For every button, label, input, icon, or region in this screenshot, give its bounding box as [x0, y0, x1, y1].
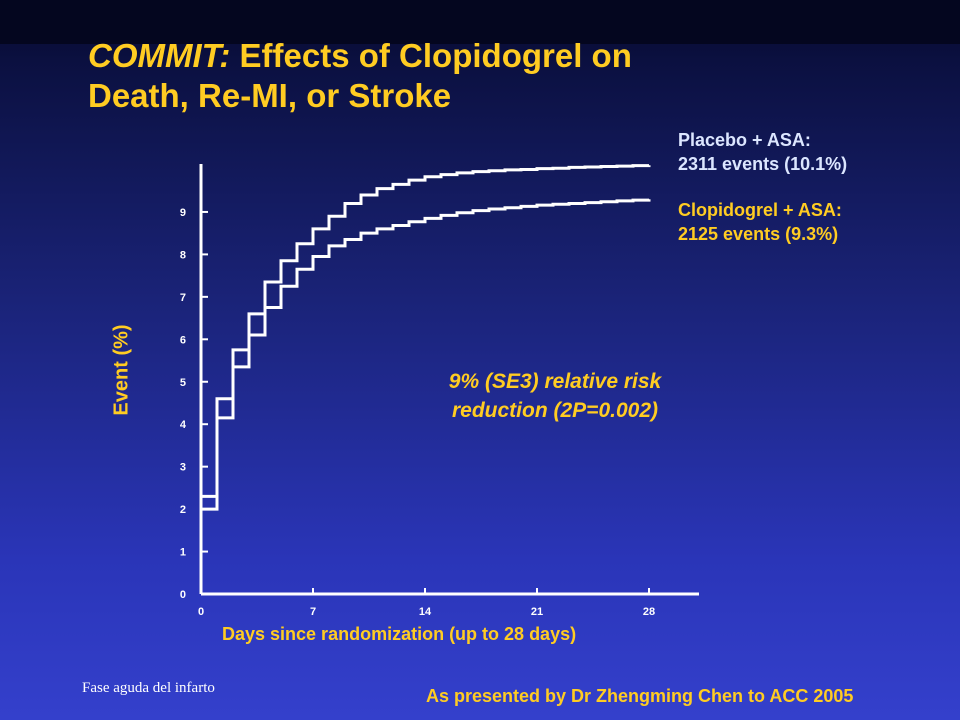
title-line2: Death, Re-MI, or Stroke: [88, 77, 452, 114]
top-band: [0, 0, 960, 44]
chart-axes: 0 1 2 3 4 5 6 7 8 9 0 7 14 21 28: [180, 164, 699, 618]
y-tick-label: 8: [180, 249, 186, 261]
x-tick-label: 0: [198, 606, 204, 618]
x-tick-label: 7: [310, 606, 316, 618]
y-tick-label: 5: [180, 377, 186, 389]
y-tick-label: 4: [180, 419, 187, 431]
slide-title: COMMIT: Effects of Clopidogrel on Death,…: [88, 36, 632, 116]
y-tick-label: 9: [180, 207, 186, 219]
footer-left-note: Fase aguda del infarto: [82, 680, 215, 696]
title-line1-rest: Effects of Clopidogrel on: [230, 37, 632, 74]
x-tick-label: 28: [643, 606, 655, 618]
placebo-label: Placebo + ASA: 2311 events (10.1%): [678, 128, 847, 176]
x-tick-label: 14: [419, 606, 432, 618]
footer-credit: As presented by Dr Zhengming Chen to ACC…: [426, 686, 854, 706]
x-tick-label: 21: [531, 606, 543, 618]
y-tick-label: 3: [180, 462, 186, 474]
placebo-label-line1: Placebo + ASA:: [678, 130, 811, 150]
clopidogrel-label: Clopidogrel + ASA: 2125 events (9.3%): [678, 198, 842, 246]
y-tick-label: 0: [180, 589, 186, 601]
relative-risk-annotation: 9% (SE3) relative risk reduction (2P=0.0…: [400, 367, 710, 425]
clopidogrel-label-line1: Clopidogrel + ASA:: [678, 200, 842, 220]
rrr-line1: 9% (SE3) relative risk: [448, 370, 662, 393]
y-tick-label: 6: [180, 334, 186, 346]
y-tick-label: 1: [180, 547, 186, 559]
series-line-clopidogrel-asa: [201, 198, 651, 511]
x-axis-label: Days since randomization (up to 28 days): [222, 624, 577, 644]
y-tick-label: 7: [180, 292, 186, 304]
clopidogrel-label-line2: 2125 events (9.3%): [678, 224, 839, 244]
title-commit: COMMIT:: [88, 37, 231, 74]
series-line-placebo-asa: [201, 164, 651, 498]
placebo-label-line2: 2311 events (10.1%): [678, 154, 848, 174]
chart-series: [201, 164, 651, 511]
y-tick-label: 2: [180, 504, 186, 516]
rrr-line2: reduction (2P=0.002): [452, 399, 658, 422]
y-axis-label: Event (%): [110, 324, 133, 416]
